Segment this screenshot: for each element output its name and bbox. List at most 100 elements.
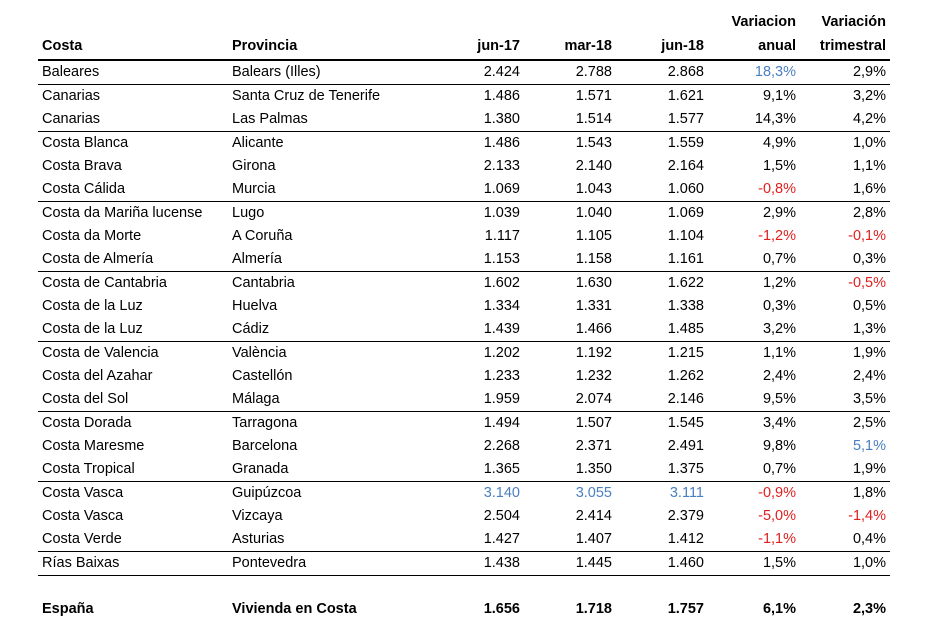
cell-jun18: 1.577 xyxy=(616,108,708,132)
cell-jun18: 1.460 xyxy=(616,551,708,576)
cell-jun18: 1.060 xyxy=(616,178,708,202)
table-row: Costa de la Luz Cádiz 1.439 1.466 1.485 3,2% 1… xyxy=(38,318,890,342)
table-row: Costa Maresme Barcelona 2.268 2.371 2.491 9,8… xyxy=(38,435,890,458)
table-body: Baleares Balears (Illes) 2.424 2.788 2.868 18… xyxy=(38,60,890,576)
cell-jun17: 1.334 xyxy=(483,298,520,314)
table-row: Costa de Valencia València 1.202 1.192 1.215… xyxy=(38,342,890,366)
cell-jun17: 1.959 xyxy=(406,388,524,412)
cell-anual: 9,5% xyxy=(708,388,800,412)
cell-jun17: 1.233 xyxy=(483,368,520,384)
cell-mar18: 1.514 xyxy=(524,108,616,132)
cell-costa: Costa del Sol xyxy=(38,388,228,412)
cell-mar18: 2.074 xyxy=(524,388,616,412)
cell-mar18: 1.043 xyxy=(524,178,616,202)
cell-jun17: 1.602 xyxy=(483,275,520,291)
table-row: Costa da Mariña lucense Lugo 1.039 1.040 1.0… xyxy=(38,202,890,226)
cell-provincia: Balears (Illes) xyxy=(228,60,406,85)
cell-provincia: Murcia xyxy=(228,178,406,202)
cell-trim: 1,1% xyxy=(852,158,886,174)
cell-jun18: 1.161 xyxy=(616,248,708,272)
cell-trim: 5,1% xyxy=(852,438,886,454)
cell-jun17: 1.202 xyxy=(483,345,520,361)
cell-jun17: 1.427 xyxy=(406,528,524,552)
table-header: Variacion Variación Costa Provincia jun-… xyxy=(38,10,890,61)
cell-jun17: 1.486 xyxy=(483,88,520,104)
table-row: Costa Vasca Guipúzcoa 3.140 3.055 3.111 -0,9%… xyxy=(38,482,890,506)
cell-jun18: 2.491 xyxy=(667,438,704,454)
cell-anual: 2,9% xyxy=(762,205,796,221)
table-row: Rías Baixas Pontevedra 1.438 1.445 1.460 1,5%… xyxy=(38,551,890,576)
cell-anual: 1,2% xyxy=(762,275,796,291)
cell-trim: 3,5% xyxy=(800,388,890,412)
cell-anual: 3,2% xyxy=(708,318,800,342)
cell-anual: -5,0% xyxy=(758,508,796,524)
cell-anual: 0,3% xyxy=(762,298,796,314)
cell-costa: Costa de la Luz xyxy=(42,298,143,314)
total-provincia: Vivienda en Costa xyxy=(232,601,357,617)
cell-jun18: 1.338 xyxy=(667,298,704,314)
cell-jun18: 1.545 xyxy=(667,415,704,431)
cell-anual: 3,4% xyxy=(762,415,796,431)
coastal-housing-price-table: Variacion Variación Costa Provincia jun-… xyxy=(38,10,890,621)
cell-costa: Canarias xyxy=(42,88,101,104)
cell-jun17: 1.039 xyxy=(483,205,520,221)
cell-trim: 1,3% xyxy=(800,318,890,342)
cell-costa: Costa Dorada xyxy=(42,415,132,431)
table-row: Costa Dorada Tarragona 1.494 1.507 1.545 3,4%… xyxy=(38,412,890,436)
cell-jun17: 1.117 xyxy=(484,228,520,244)
cell-provincia: Pontevedra xyxy=(228,551,406,576)
cell-trim: 1,0% xyxy=(800,551,890,576)
cell-jun18: 2.164 xyxy=(667,158,704,174)
cell-trim: 2,5% xyxy=(852,415,886,431)
cell-jun17: 1.438 xyxy=(406,551,524,576)
cell-costa: Rías Baixas xyxy=(38,551,228,576)
header-var-anual-line2: anual xyxy=(708,35,800,61)
cell-trim: 4,2% xyxy=(800,108,890,132)
cell-jun18: 3.111 xyxy=(669,485,704,501)
cell-jun18: 1.485 xyxy=(616,318,708,342)
cell-mar18: 2.371 xyxy=(575,438,612,454)
table-row: Costa Cálida Murcia 1.069 1.043 1.060 -0,8% 1,… xyxy=(38,178,890,202)
cell-provincia: Barcelona xyxy=(232,438,298,454)
cell-mar18: 1.192 xyxy=(575,345,612,361)
cell-mar18: 1.331 xyxy=(575,298,612,314)
cell-jun18: 2.146 xyxy=(616,388,708,412)
cell-jun17: 2.424 xyxy=(406,60,524,85)
cell-trim: 2,8% xyxy=(852,205,886,221)
cell-mar18: 1.040 xyxy=(575,205,612,221)
cell-anual: -1,1% xyxy=(708,528,800,552)
cell-trim: 3,2% xyxy=(852,88,886,104)
table-row: Costa Tropical Granada 1.365 1.350 1.375 0,7%… xyxy=(38,458,890,482)
cell-jun17: 2.504 xyxy=(483,508,520,524)
cell-anual: 1,5% xyxy=(762,158,796,174)
cell-costa: Costa de Valencia xyxy=(42,345,159,361)
total-anual: 6,1% xyxy=(762,601,796,617)
cell-anual: 4,9% xyxy=(762,135,796,151)
cell-anual: -0,9% xyxy=(758,485,796,501)
cell-anual: 0,7% xyxy=(708,248,800,272)
cell-jun17: 1.380 xyxy=(406,108,524,132)
cell-provincia: Lugo xyxy=(232,205,265,221)
cell-jun18: 1.375 xyxy=(616,458,708,482)
cell-trim: -1,4% xyxy=(848,508,886,524)
cell-costa: Costa Vasca xyxy=(42,485,124,501)
cell-jun18: 1.104 xyxy=(667,228,704,244)
total-jun17: 1.656 xyxy=(483,601,520,617)
cell-jun18: 1.069 xyxy=(667,205,704,221)
cell-trim: -0,5% xyxy=(848,275,886,291)
cell-anual: 18,3% xyxy=(708,60,800,85)
cell-costa: Costa Blanca xyxy=(42,135,129,151)
header-jun18: jun-18 xyxy=(616,35,708,61)
cell-provincia: Málaga xyxy=(228,388,406,412)
cell-trim: 2,9% xyxy=(800,60,890,85)
cell-jun18: 1.215 xyxy=(667,345,704,361)
cell-trim: 0,3% xyxy=(800,248,890,272)
cell-jun17: 1.153 xyxy=(406,248,524,272)
price-table-sheet: Variacion Variación Costa Provincia jun-… xyxy=(38,10,890,621)
cell-mar18: 1.445 xyxy=(524,551,616,576)
cell-trim: -0,1% xyxy=(848,228,886,244)
cell-costa: Costa Verde xyxy=(38,528,228,552)
cell-trim: 1,9% xyxy=(852,345,886,361)
cell-jun18: 1.262 xyxy=(667,368,704,384)
cell-provincia: Granada xyxy=(228,458,406,482)
